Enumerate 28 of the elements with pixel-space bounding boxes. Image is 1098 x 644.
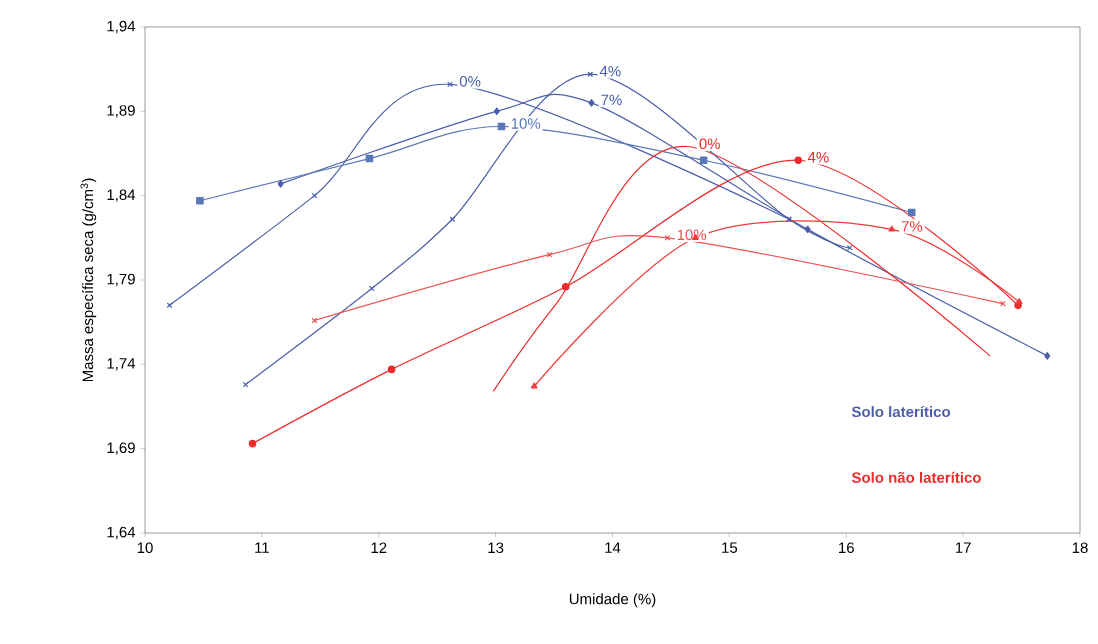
x-tick-label: 13 <box>488 542 504 554</box>
y-tick-label: 1,64 <box>107 526 136 540</box>
x-tick-label: 18 <box>1072 542 1088 554</box>
x-tick-label: 10 <box>137 542 153 554</box>
x-tick-label: 17 <box>955 542 971 553</box>
x-tick-label: 12 <box>371 542 387 553</box>
series-label: 0% <box>699 138 720 150</box>
series-label: 7% <box>901 221 923 232</box>
x-tick-label: 14 <box>605 542 621 553</box>
series-label: 10% <box>677 229 707 241</box>
series-label: 0% <box>459 76 481 87</box>
series-label: 4% <box>599 65 621 77</box>
y-tick-label: 1,69 <box>107 442 135 455</box>
annotation: Solo não laterítico <box>851 471 981 483</box>
x-tick-label: 15 <box>722 542 738 553</box>
y-tick-label: 1,84 <box>107 189 136 202</box>
series-label: 10% <box>511 118 541 129</box>
series-label: 4% <box>807 151 829 163</box>
x-tick-label: 16 <box>839 542 854 554</box>
x-axis-title: Umidade (%) <box>569 593 656 608</box>
annotation: Solo laterítico <box>851 405 951 418</box>
y-tick-label: 1,74 <box>107 358 136 371</box>
y-tick-label: 1,79 <box>107 273 135 287</box>
x-tick-label: 11 <box>255 542 269 553</box>
y-tick-label: 1,94 <box>107 20 136 34</box>
y-tick-label: 1,89 <box>107 105 135 118</box>
series-label: 7% <box>601 94 622 106</box>
y-axis-title: Massa específica seca (g/cm$^{3}$) <box>80 178 97 382</box>
